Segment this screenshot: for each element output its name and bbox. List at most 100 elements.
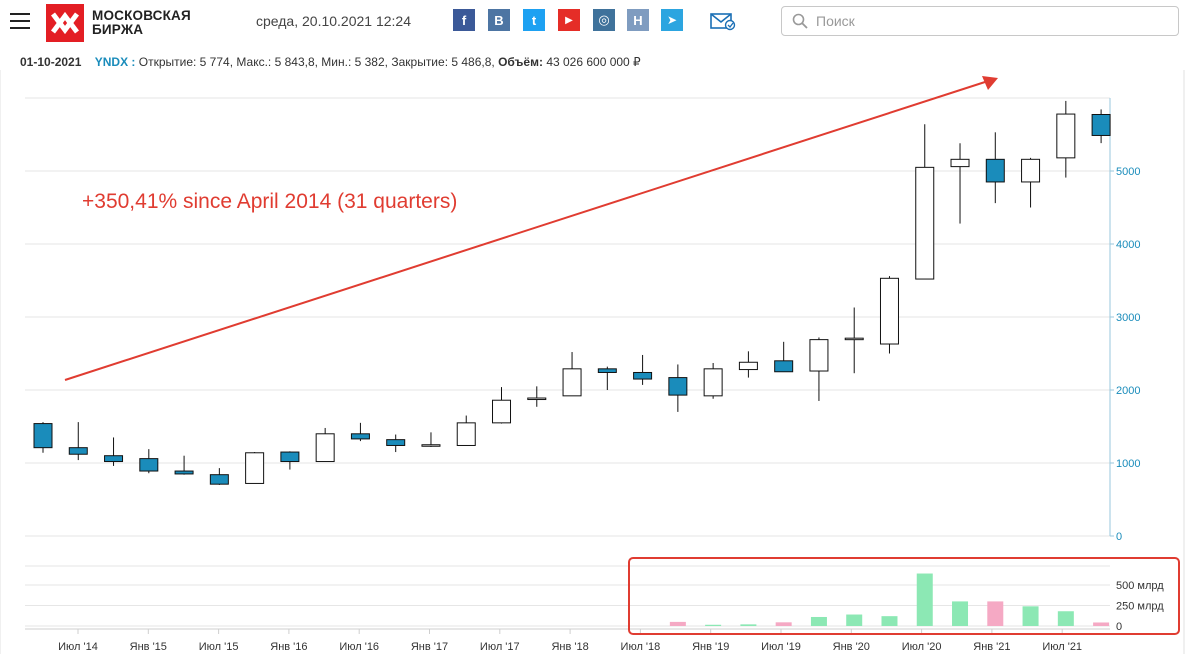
volume-grid [25,565,1110,627]
volume-bars [669,573,1110,626]
search-icon [792,13,808,29]
candle-body-down [774,360,794,373]
twitter-icon[interactable]: t [523,9,545,31]
candle-body-up [738,361,758,371]
candle-body-up [456,422,476,446]
volume-bar [775,622,792,626]
info-ticker: YNDX : [94,55,136,69]
candle [738,351,758,378]
volume-bar [810,616,827,626]
info-volume-value: 43 026 600 000 ₽ [546,55,641,69]
candle-body-up [492,399,512,424]
info-low: Мин.: 5 382, [321,55,388,69]
candle [33,422,53,453]
vk-icon[interactable]: B [488,9,510,31]
price-grid [25,170,1110,537]
instagram-icon[interactable]: ◎ [593,9,615,31]
candle [245,452,265,484]
facebook-icon[interactable]: f [453,9,475,31]
candle [104,437,124,466]
candlestick-chart[interactable]: 0 1000 2000 3000 4000 5000 0 250 млрд 500 млрд Ию… [0,70,1185,654]
candle [1056,100,1076,178]
volume-bar [987,601,1004,626]
logo-line-1: МОСКОВСКАЯ [92,8,191,23]
volume-bar [846,614,863,626]
candle-body-down [633,371,653,380]
candle-body-up [1021,158,1041,183]
x-tick-label: Июл '20 [902,641,942,653]
annotation-text: +350,41% since April 2014 (31 quarters) [82,190,457,213]
candle [915,124,935,280]
x-tick-label: Янв '21 [973,641,1010,653]
candle-body-down [174,470,194,475]
x-tick-label: Июл '15 [199,641,239,653]
news-icon[interactable]: H [627,9,649,31]
candle-body-up [703,368,723,397]
candle-body-down [68,447,88,455]
volume-tick-label: 0 [1116,621,1122,633]
candle [985,132,1005,204]
search-input[interactable] [816,13,1156,29]
youtube-icon[interactable]: ▶ [558,9,580,31]
price-tick-label: 4000 [1116,239,1140,251]
candle [68,422,88,461]
info-date: 01-10-2021 [20,55,82,69]
trend-arrow-line [64,81,986,381]
volume-bar [881,616,898,626]
candle [527,386,547,407]
price-tick-label: 0 [1116,531,1122,543]
candle [492,387,512,424]
mail-subscribe-icon[interactable] [710,11,736,31]
candles [33,100,1111,485]
x-tick-label: Июл '16 [339,641,379,653]
telegram-icon[interactable]: ➤ [661,9,683,31]
candle-body-up [562,368,582,397]
candle-body-down [985,158,1005,183]
candle [633,354,653,385]
candle [774,341,794,373]
trend-arrow-head [982,76,998,90]
candle-body-down [668,377,688,396]
candle-body-down [280,451,300,463]
candle-body-up [1056,113,1076,159]
candle [879,276,899,354]
moex-logo-icon [46,4,84,42]
volume-bar [669,621,686,626]
x-tick-label: Янв '17 [411,641,448,653]
logo-text: МОСКОВСКАЯ БИРЖА [92,9,191,37]
candle [668,364,688,412]
x-tick-label: Июл '19 [761,641,801,653]
price-tick-label: 5000 [1116,166,1140,178]
search-box[interactable] [781,6,1179,36]
candle [350,422,370,442]
candle-body-up [844,337,864,341]
logo[interactable]: МОСКОВСКАЯ БИРЖА [46,4,191,42]
candle [209,468,229,485]
candle [597,366,617,390]
candle [174,455,194,475]
candle-body-up [879,277,899,345]
candle [950,143,970,224]
x-tick-label: Янв '18 [551,641,588,653]
x-tick-label: Июл '21 [1042,641,1082,653]
x-tick-label: Июл '18 [621,641,661,653]
candle-body-down [33,423,53,449]
candle [456,415,476,446]
x-tick-label: Янв '20 [833,641,870,653]
volume-bar [740,624,757,626]
menu-icon[interactable] [10,13,30,29]
candle-body-up [245,452,265,484]
x-tick-label: Янв '15 [130,641,167,653]
info-open: Открытие: 5 774, [138,55,234,69]
top-bar: МОСКОВСКАЯ БИРЖА среда, 20.10.2021 12:24… [0,0,1185,44]
candle [844,307,864,374]
volume-bar [705,624,722,626]
candle [703,362,723,399]
candle [809,337,829,401]
candle-body-down [1091,113,1111,136]
candle [1091,109,1111,144]
x-tick-label: Янв '16 [270,641,307,653]
candle-body-down [104,455,124,463]
candle [315,427,335,463]
logo-line-2: БИРЖА [92,22,144,37]
